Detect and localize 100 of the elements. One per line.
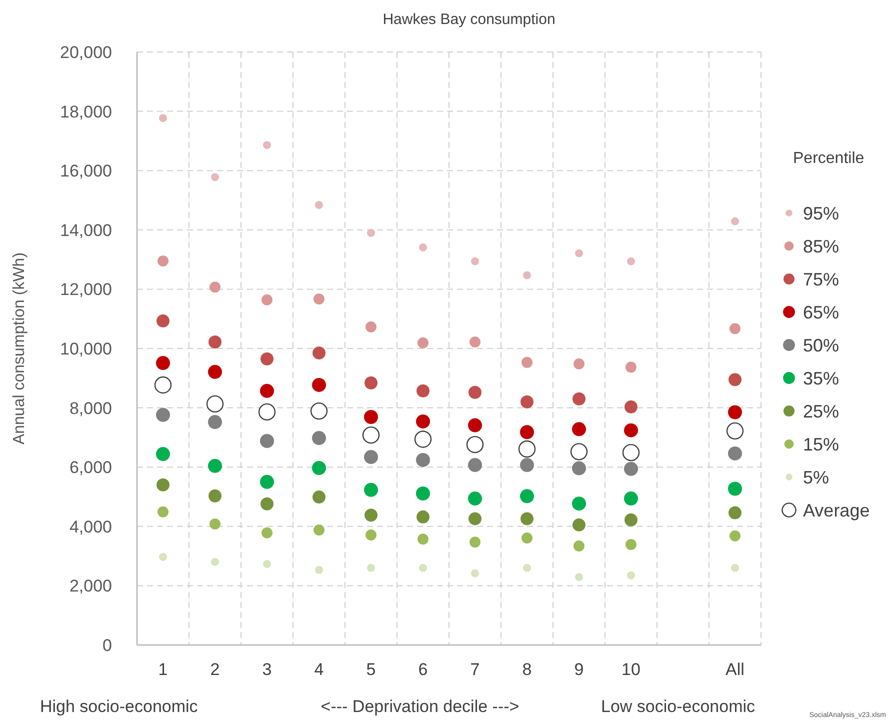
- point: [470, 336, 480, 348]
- point: [156, 447, 170, 462]
- point: [312, 346, 326, 360]
- legend-title: Percentile: [793, 150, 864, 167]
- point: [574, 540, 584, 552]
- x-tick-label: All: [726, 660, 744, 679]
- point: [312, 490, 326, 504]
- point: [414, 430, 432, 448]
- legend-label: 85%: [803, 236, 840, 256]
- y-tick-label: 20,000: [60, 42, 112, 62]
- point: [416, 486, 430, 500]
- legend-label: 50%: [803, 335, 840, 356]
- legend-label: 25%: [803, 401, 840, 422]
- point: [622, 444, 640, 462]
- point: [471, 257, 479, 266]
- y-tick-label: 16,000: [60, 162, 112, 181]
- y-tick-label: 2,000: [69, 576, 112, 596]
- point: [208, 489, 222, 502]
- x-tick-label: 4: [314, 660, 324, 679]
- point: [728, 446, 742, 460]
- point: [468, 386, 482, 399]
- point: [260, 474, 274, 489]
- point: [575, 249, 583, 258]
- point: [570, 443, 588, 460]
- y-tick-label: 12,000: [60, 280, 112, 300]
- point: [314, 293, 324, 304]
- x-tick-label: 3: [262, 660, 272, 679]
- point: [310, 402, 328, 420]
- x-tick-label: 10: [622, 660, 640, 679]
- y-tick-label: 10,000: [60, 339, 112, 358]
- point: [211, 558, 219, 566]
- x-axis-title: <--- Deprivation decile --->: [320, 697, 520, 716]
- point: [523, 271, 531, 280]
- point: [312, 461, 326, 475]
- point: [156, 314, 170, 328]
- point: [468, 458, 482, 472]
- point: [364, 508, 378, 522]
- point: [364, 450, 378, 464]
- legend-label: 75%: [803, 269, 840, 290]
- point: [624, 400, 638, 414]
- point: [315, 566, 323, 574]
- point: [468, 418, 482, 432]
- point: [156, 356, 170, 370]
- point: [522, 532, 532, 544]
- point: [210, 518, 220, 530]
- point: [419, 564, 427, 572]
- point: [263, 560, 271, 568]
- point: [416, 414, 430, 428]
- point: [312, 378, 326, 392]
- point: [314, 524, 324, 536]
- x-tick-label: 5: [366, 660, 376, 679]
- point: [156, 478, 170, 492]
- point: [263, 141, 271, 150]
- x-tick-label: 2: [210, 660, 220, 679]
- point: [419, 243, 427, 252]
- point: [418, 337, 428, 348]
- point: [208, 458, 222, 473]
- point: [418, 534, 428, 545]
- point: [364, 482, 378, 497]
- point: [520, 489, 534, 504]
- point: [366, 530, 376, 540]
- point: [258, 403, 276, 421]
- point: [520, 425, 534, 440]
- legend-label: 15%: [803, 434, 840, 454]
- y-tick-label: 0: [102, 636, 112, 655]
- point: [364, 376, 378, 390]
- point: [626, 362, 636, 373]
- point: [626, 538, 636, 550]
- point: [158, 256, 168, 267]
- point: [522, 356, 532, 368]
- point: [520, 395, 534, 408]
- point: [574, 358, 584, 370]
- point: [572, 392, 586, 406]
- point: [468, 512, 482, 526]
- point: [627, 257, 635, 266]
- x-tick-label: 9: [574, 660, 584, 679]
- point: [208, 335, 222, 348]
- legend-label: 65%: [803, 302, 840, 322]
- point: [728, 405, 742, 420]
- y-axis-title: Annual consumption (kWh): [11, 252, 28, 445]
- point: [416, 453, 430, 467]
- legend-label: 95%: [803, 203, 840, 224]
- point: [470, 536, 480, 548]
- x-tick-label: 7: [470, 660, 480, 679]
- legend-label: Average: [803, 500, 870, 520]
- point: [208, 415, 222, 430]
- point: [624, 492, 638, 506]
- point: [315, 201, 323, 209]
- point: [624, 462, 638, 476]
- point: [159, 114, 167, 122]
- point: [158, 506, 168, 518]
- point: [572, 496, 586, 511]
- point: [208, 364, 222, 379]
- legend-label: 5%: [803, 467, 830, 488]
- point: [416, 384, 430, 398]
- point: [731, 564, 739, 572]
- point: [471, 569, 479, 578]
- point: [260, 434, 274, 448]
- point: [728, 373, 742, 386]
- point: [468, 492, 482, 506]
